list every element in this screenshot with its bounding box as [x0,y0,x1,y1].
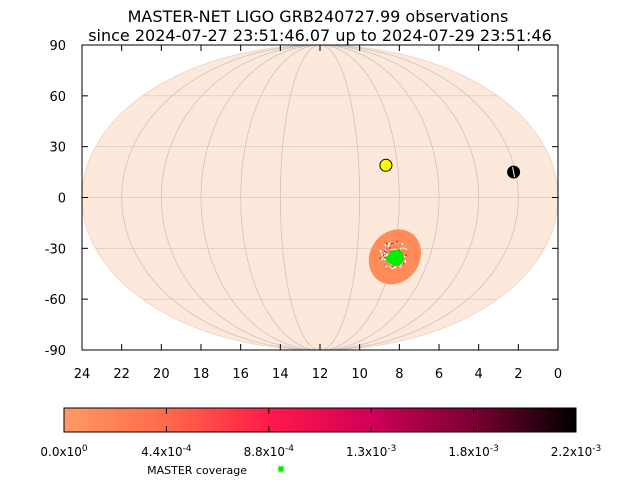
observation-marker [398,249,401,252]
x-tick-label: 6 [435,367,443,382]
x-tick-label: 2 [514,367,522,382]
observation-marker [386,255,388,257]
observation-marker [404,259,407,262]
observation-marker [403,255,406,258]
x-tick-label: 12 [312,367,329,382]
x-tick-label: 18 [193,367,210,382]
colorbar-tick-label: 1.3x10-3 [346,444,396,459]
observation-marker [393,242,396,245]
moon-phase-line [512,166,516,178]
observation-marker [381,253,383,256]
observation-marker [396,240,398,243]
legend-label-coverage: MASTER coverage [147,464,247,477]
observation-marker [385,248,388,251]
observation-marker [389,242,392,245]
observation-marker [404,261,407,263]
y-tick-label: -60 [45,293,66,308]
observation-marker [386,253,388,256]
observation-marker [399,266,402,268]
y-tick-label: 0 [58,192,66,207]
observation-marker [383,250,386,252]
observation-marker [383,257,386,260]
observation-marker [381,257,384,260]
legend: MASTER coverage [147,464,285,477]
observation-marker [405,254,407,257]
observation-marker [405,248,408,251]
observation-marker [391,267,394,270]
observation-marker [392,248,395,251]
y-tick-label: 90 [49,39,66,54]
observation-marker [383,258,386,261]
observation-marker [401,243,404,245]
observation-marker [379,257,382,259]
observation-marker [391,265,393,268]
observation-marker [394,266,397,269]
x-tick-label: 22 [113,367,130,382]
observation-marker [390,265,392,268]
chart-title-line2: since 2024-07-27 23:51:46.07 up to 2024-… [88,26,552,45]
observation-marker [388,242,390,245]
colorbar-tick-label: 8.8x10-4 [244,444,295,459]
colorbar-tick-label: 4.4x10-4 [141,444,192,459]
observation-marker [387,245,390,247]
y-tick-label: -30 [45,242,66,257]
observation-marker [384,244,387,246]
observation-marker [399,263,402,266]
x-tick-label: 10 [351,367,368,382]
y-tick-label: -90 [45,344,66,359]
observation-marker [390,248,392,251]
plot-area [81,44,559,351]
observation-marker [389,247,392,249]
observation-marker [399,247,402,250]
colorbar-tick-label: 0.0x100 [40,444,87,459]
observation-marker [384,256,387,259]
observation-marker [404,248,407,250]
observation-marker [381,258,383,261]
observation-marker [402,262,405,265]
chart-title-line1: MASTER-NET LIGO GRB240727.99 observation… [128,7,509,26]
x-tick-label: 14 [272,367,289,382]
observation-marker [384,256,386,259]
x-tick-label: 16 [232,367,249,382]
observation-marker [382,254,385,257]
legend-swatch-coverage [277,465,285,473]
colorbar-tick-label: 1.8x10-3 [448,444,498,459]
colorbar-gradient [63,407,577,433]
observation-marker [402,247,405,250]
x-tick-label: 8 [395,367,403,382]
observation-marker [379,249,382,252]
observation-marker [390,242,393,245]
observation-marker [385,251,387,254]
observation-marker [385,242,388,245]
colorbar-tick-label: 2.2x10-3 [551,444,601,459]
observation-marker [394,248,396,251]
coverage-region [385,254,394,263]
x-tick-label: 0 [554,367,562,382]
y-tick-label: 30 [49,141,66,156]
observation-marker [392,242,395,245]
observation-marker [385,265,388,267]
sun-marker [379,158,393,172]
x-tick-label: 20 [153,367,170,382]
observation-marker [384,248,387,251]
x-tick-label: 4 [475,367,483,382]
observation-marker [401,262,404,265]
y-tick-label: 60 [49,90,66,105]
x-tick-label: 24 [74,367,91,382]
observation-marker [388,243,390,246]
observation-marker [383,255,386,257]
colorbar: 0.0x100 4.4x10-4 8.8x10-4 1.3x10-3 1.8x10-3 2… [40,407,601,459]
observation-marker [383,252,386,254]
